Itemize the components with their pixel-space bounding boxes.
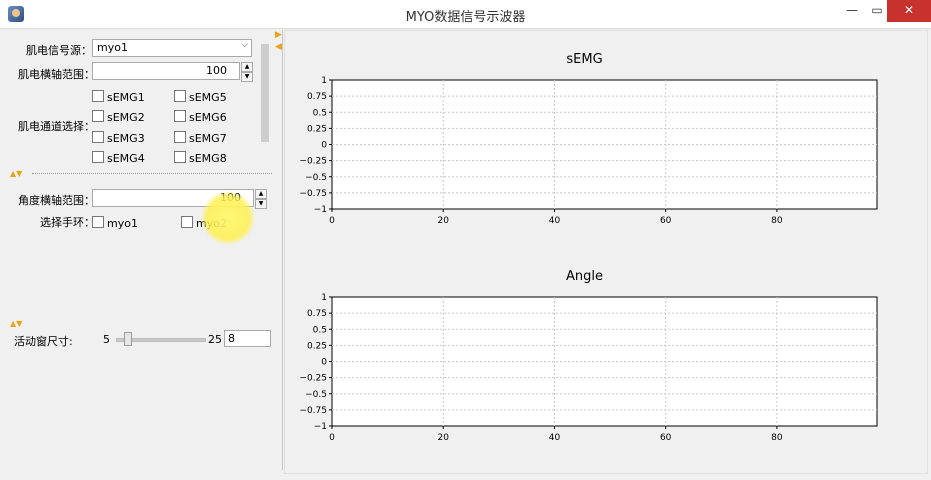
angle-range-up-button[interactable]: ▲ — [255, 189, 267, 199]
cursor-highlight — [201, 191, 255, 245]
angle-range-down-button[interactable]: ▼ — [255, 199, 267, 209]
channel-checkbox-semg1[interactable]: sEMG1 — [92, 90, 145, 104]
chevron-down-icon: ⌵ — [241, 40, 248, 50]
emg-channels-label: 肌电通道选择： — [18, 120, 95, 133]
scroll-thumb[interactable] — [261, 44, 269, 142]
emg-source-select[interactable]: myo1 ⌵ — [92, 39, 252, 57]
slider-handle[interactable] — [124, 332, 132, 346]
window-size-input[interactable]: 8 — [224, 330, 271, 347]
channel-checkbox-semg4[interactable]: sEMG4 — [92, 151, 145, 165]
emg-source-label: 肌电信号源： — [26, 44, 92, 57]
y-tick-label: 0 — [321, 141, 327, 151]
window-size-section: 活动窗尺寸: 5 25 8 — [6, 328, 274, 358]
panel-splitter[interactable]: ▶ ◀ — [274, 30, 283, 470]
emg-range-down-button[interactable]: ▼ — [241, 72, 253, 82]
channel-checkbox-semg2[interactable]: sEMG2 — [92, 110, 145, 124]
chart-title: sEMG — [566, 52, 602, 67]
checkbox-icon — [181, 216, 193, 228]
y-tick-label: −1 — [314, 422, 327, 432]
x-tick-label: 20 — [437, 433, 449, 443]
x-tick-label: 0 — [329, 216, 335, 226]
checkbox-icon — [92, 216, 104, 228]
checkbox-icon — [174, 131, 186, 143]
emg-section-splitter[interactable]: ▲▼ — [10, 168, 272, 178]
collapse-left-icon: ▶ — [275, 30, 282, 40]
x-tick-label: 60 — [660, 216, 672, 226]
channel-checkbox-semg6[interactable]: sEMG6 — [174, 110, 227, 124]
control-panel: 肌电信号源： myo1 ⌵ 肌电横轴范围： 100 ▲ ▼ 肌电通道选择： sE… — [6, 30, 274, 470]
angle-section-splitter[interactable]: ▲▼ — [10, 318, 272, 328]
channel-checkbox-semg5[interactable]: sEMG5 — [174, 90, 227, 104]
y-tick-label: 0.5 — [313, 325, 327, 335]
y-tick-label: 0.75 — [307, 309, 327, 319]
channel-checkbox-semg3[interactable]: sEMG3 — [92, 131, 145, 145]
x-tick-label: 80 — [771, 216, 783, 226]
y-tick-label: 0 — [321, 358, 327, 368]
emg-settings-section: 肌电信号源： myo1 ⌵ 肌电横轴范围： 100 ▲ ▼ 肌电通道选择： sE… — [6, 34, 274, 172]
y-tick-label: −0.5 — [305, 173, 327, 183]
x-tick-label: 0 — [329, 433, 335, 443]
minimize-button[interactable]: — — [846, 3, 858, 17]
channel-checkbox-semg7[interactable]: sEMG7 — [174, 131, 227, 145]
emg-source-value: myo1 — [97, 41, 128, 54]
checkbox-icon — [174, 110, 186, 122]
band-select-label: 选择手环： — [40, 216, 95, 229]
checkbox-icon — [174, 151, 186, 163]
x-tick-label: 60 — [660, 433, 672, 443]
y-tick-label: −0.25 — [299, 157, 327, 167]
close-button[interactable]: ✕ — [887, 0, 931, 22]
x-tick-label: 40 — [549, 216, 561, 226]
y-tick-label: 0.5 — [313, 108, 327, 118]
app-icon — [8, 6, 24, 22]
x-tick-label: 40 — [549, 433, 561, 443]
y-tick-label: 0.75 — [307, 92, 327, 102]
slider-min-label: 5 — [103, 333, 110, 346]
checkbox-icon — [92, 151, 104, 163]
collapse-right-icon: ◀ — [275, 42, 282, 52]
band-checkbox-myo1[interactable]: myo1 — [92, 216, 138, 230]
emg-range-label: 肌电横轴范围： — [18, 68, 95, 81]
y-tick-label: 1 — [321, 76, 327, 86]
checkbox-icon — [92, 110, 104, 122]
collapse-arrows-icon: ▲▼ — [10, 169, 23, 178]
y-tick-label: 1 — [321, 293, 327, 303]
emg-section-scrollbar[interactable] — [259, 34, 271, 172]
emg-range-value: 100 — [206, 64, 227, 77]
window-size-label: 活动窗尺寸: — [14, 335, 73, 348]
y-tick-label: −0.25 — [299, 374, 327, 384]
y-tick-label: −0.75 — [299, 189, 327, 199]
x-tick-label: 80 — [771, 433, 783, 443]
x-tick-label: 20 — [437, 216, 449, 226]
window-title: MYO数据信号示波器 — [405, 10, 526, 25]
y-tick-label: −0.75 — [299, 406, 327, 416]
emg-range-spinbox[interactable]: 100 ▲ ▼ — [92, 62, 253, 82]
y-tick-label: 0.25 — [307, 341, 327, 351]
plot-area: sEMG 1 0.75 0.5 0.25 0 −0.25 −0.5 −0.75 −1 0 20 40 60… — [284, 30, 928, 474]
window-size-slider[interactable] — [116, 332, 206, 346]
collapse-arrows-icon: ▲▼ — [10, 319, 23, 328]
checkbox-icon — [92, 131, 104, 143]
checkbox-icon — [174, 90, 186, 102]
y-tick-label: −0.5 — [305, 390, 327, 400]
chart-title: Angle — [566, 269, 603, 284]
y-tick-label: 0.25 — [307, 124, 327, 134]
y-tick-label: −1 — [314, 205, 327, 215]
title-bar: MYO数据信号示波器 — ▭ ✕ — [0, 0, 931, 29]
maximize-button[interactable]: ▭ — [871, 3, 883, 17]
slider-max-label: 25 — [208, 333, 222, 346]
checkbox-icon — [92, 90, 104, 102]
emg-range-up-button[interactable]: ▲ — [241, 62, 253, 72]
angle-range-label: 角度横轴范围： — [18, 194, 95, 207]
channel-checkbox-semg8[interactable]: sEMG8 — [174, 151, 227, 165]
